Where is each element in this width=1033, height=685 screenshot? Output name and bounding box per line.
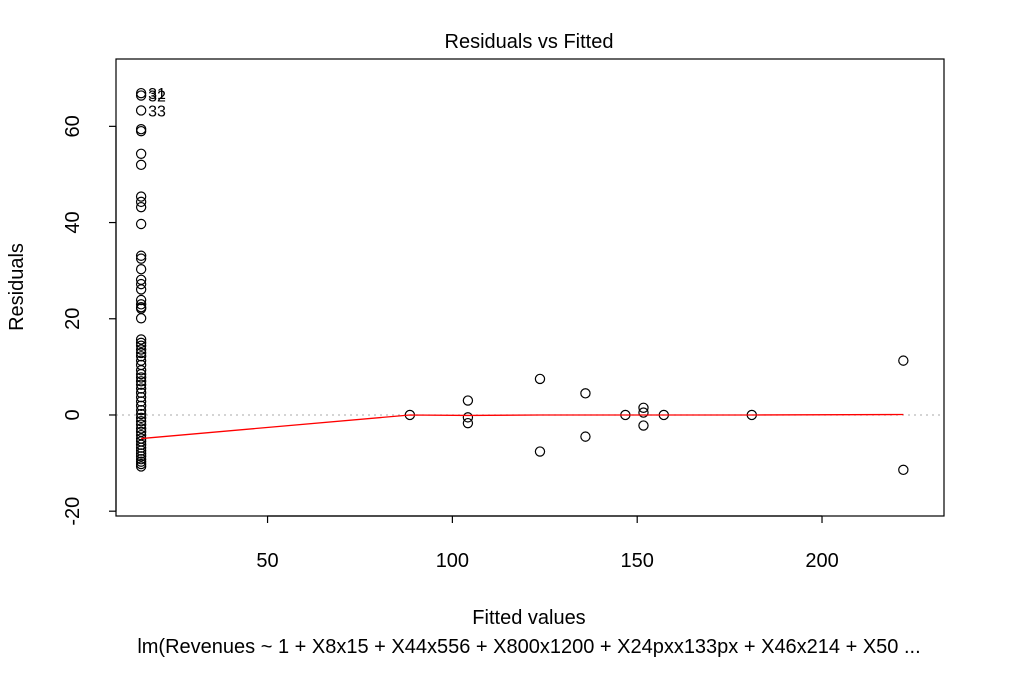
data-point: [135, 299, 147, 310]
data-point: [135, 379, 147, 390]
data-point: [135, 419, 147, 430]
data-point: [135, 148, 147, 159]
x-axis-label: Fitted values: [472, 607, 585, 629]
data-point: [135, 376, 147, 387]
y-tick-label: 60: [62, 115, 84, 137]
y-tick-label: 20: [62, 308, 84, 330]
x-tick-label: 50: [256, 550, 278, 572]
data-points: [135, 87, 909, 476]
y-tick-label: 0: [62, 409, 84, 420]
data-point: [462, 395, 474, 406]
data-point: [135, 372, 147, 383]
data-point: [135, 313, 147, 324]
point-label: 32: [148, 89, 166, 106]
data-point: [135, 412, 147, 424]
data-point: [534, 373, 546, 385]
data-point: [135, 337, 147, 349]
data-point: [135, 196, 147, 208]
data-point: [135, 408, 147, 420]
data-point: [135, 400, 147, 412]
data-point: [898, 355, 909, 366]
data-point: [135, 284, 147, 295]
data-point: [135, 344, 147, 355]
data-point: [135, 448, 147, 459]
data-point: [638, 402, 649, 413]
smooth-trend-line: [141, 413, 904, 440]
data-point: [135, 416, 147, 427]
data-point: [135, 365, 147, 376]
data-point: [135, 201, 147, 213]
data-point: [135, 340, 147, 351]
data-point: [135, 159, 147, 171]
data-point: [135, 461, 147, 472]
y-tick-label: -20: [62, 497, 84, 526]
data-point: [580, 431, 591, 442]
data-point: [135, 105, 147, 116]
y-tick-label: 40: [62, 211, 84, 233]
y-axis: -20 0 20 40 60: [62, 115, 117, 526]
x-tick-label: 150: [621, 550, 654, 572]
data-point: [135, 278, 147, 290]
data-point: [135, 250, 147, 261]
data-point: [135, 404, 147, 416]
data-point: [135, 90, 147, 101]
point-label: 31: [148, 86, 166, 103]
data-point: [462, 417, 474, 429]
data-point: [638, 420, 649, 431]
data-point: [135, 451, 147, 462]
y-axis-label: Residuals: [6, 243, 28, 331]
x-tick-label: 200: [805, 550, 838, 572]
chart-title: Residuals vs Fitted: [445, 31, 614, 53]
data-point: [135, 125, 147, 137]
data-point: [462, 412, 474, 423]
data-point: [898, 464, 909, 476]
model-subtitle: lm(Revenues ~ 1 + X8x15 + X44x556 + X800…: [137, 636, 920, 658]
plot-box: [115, 58, 945, 517]
data-point: [534, 446, 546, 457]
point-label: 33: [148, 103, 166, 120]
data-point: [135, 218, 147, 230]
data-point: [135, 334, 147, 345]
x-tick-label: 100: [436, 550, 469, 572]
data-point: [135, 264, 147, 275]
data-point: [638, 407, 649, 418]
data-point: [580, 388, 591, 399]
x-axis: 50 100 150 200: [256, 515, 839, 572]
data-point: [135, 191, 147, 202]
data-point: [135, 368, 147, 380]
data-point: [135, 347, 147, 359]
data-point: [135, 423, 147, 434]
data-point: [135, 253, 147, 264]
